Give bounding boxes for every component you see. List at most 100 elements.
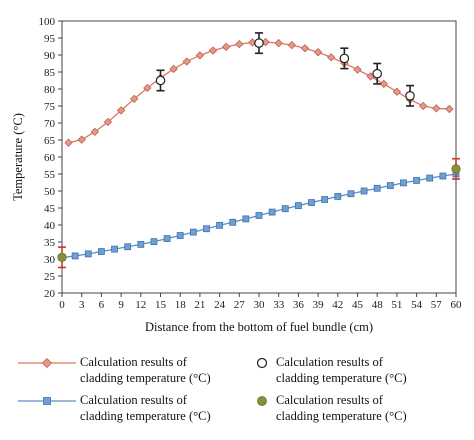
y-tick-label: 30 (44, 254, 56, 266)
y-tick-label: 100 (39, 16, 56, 28)
data-point-open-circle (339, 53, 350, 64)
data-point-diamond (116, 106, 126, 115)
chart-legend: Calculation results of cladding temperat… (0, 340, 474, 440)
data-point-diamond (379, 79, 388, 89)
data-point-diamond (182, 57, 191, 66)
data-point-square (98, 248, 105, 255)
legend-label-line1: Calculation results of (80, 355, 187, 369)
series-layer (57, 32, 461, 269)
x-tick-label: 54 (411, 299, 423, 311)
legend-label: Calculation results of cladding temperat… (80, 354, 230, 386)
x-axis-ticks: 0 3 6 9 12 15 18 21 24 27 30 33 36 39 42 45 48 51 54 57 60 (59, 293, 462, 311)
x-tick-label: 30 (254, 299, 266, 311)
data-point-diamond (235, 39, 244, 49)
x-tick-label: 57 (431, 299, 443, 311)
x-tick-label: 9 (118, 299, 124, 311)
legend-symbol-square-line (18, 397, 76, 405)
data-point-diamond (392, 87, 402, 96)
data-point-diamond (287, 40, 296, 50)
data-point-open-circle (155, 75, 166, 86)
data-point-diamond (222, 42, 231, 52)
data-point-square (294, 202, 302, 210)
data-point-square (242, 215, 250, 223)
data-point-diamond (432, 104, 441, 113)
data-point-open-circle (254, 38, 264, 48)
legend-label: Calculation results of cladding temperat… (276, 392, 426, 424)
series-3 (57, 157, 461, 269)
x-tick-label: 0 (59, 299, 65, 311)
x-tick-label: 51 (391, 299, 402, 311)
data-point-square (71, 252, 79, 260)
y-tick-label: 40 (44, 220, 56, 232)
x-tick-label: 12 (135, 299, 146, 311)
x-tick-label: 39 (313, 299, 325, 311)
data-point-square (84, 250, 92, 258)
x-axis-label: Distance from the bottom of fuel bundle … (145, 320, 373, 334)
data-point-square (386, 182, 394, 189)
legend-label-line2: cladding temperature (°C) (276, 371, 407, 385)
y-tick-label: 90 (44, 50, 56, 62)
plot-border (61, 20, 457, 294)
data-point-filled-circle (57, 252, 67, 262)
data-point-square (268, 208, 276, 216)
data-point-square (216, 221, 224, 229)
data-point-diamond (77, 135, 86, 144)
data-point-diamond (445, 104, 454, 114)
data-point-diamond (130, 94, 139, 104)
data-point-square (229, 218, 237, 226)
data-point-square (413, 177, 421, 184)
y-tick-label: 60 (44, 152, 56, 164)
data-point-diamond (274, 38, 283, 48)
legend-label-line1: Calculation results of (80, 393, 187, 407)
legend-label-line1: Calculation results of (276, 355, 383, 369)
x-tick-label: 48 (372, 299, 384, 311)
data-point-square (203, 225, 210, 233)
data-point-diamond (300, 44, 310, 53)
y-tick-label: 75 (44, 101, 56, 113)
y-tick-label: 20 (44, 288, 56, 300)
y-tick-label: 85 (44, 67, 56, 79)
series-2 (155, 32, 415, 107)
x-tick-label: 24 (214, 299, 226, 311)
legend-item-open-circle: Calculation results of cladding temperat… (248, 354, 426, 386)
data-point-diamond (313, 48, 323, 57)
legend-symbol-diamond-line (18, 357, 76, 369)
data-point-square (111, 245, 118, 253)
x-tick-label: 45 (352, 299, 364, 311)
x-tick-label: 33 (273, 299, 285, 311)
y-tick-label: 65 (44, 135, 56, 147)
data-point-diamond (64, 138, 73, 147)
data-point-diamond (419, 101, 428, 111)
y-axis-ticks: 20 25 30 35 40 45 50 55 60 65 70 75 80 85 90 95 100 (39, 16, 62, 300)
legend-item-filled-circle: Calculation results of cladding temperat… (248, 392, 426, 424)
y-tick-label: 35 (44, 237, 56, 249)
data-point-square (150, 238, 158, 246)
plot-frame (61, 20, 457, 294)
data-point-square (189, 228, 197, 236)
data-point-square (124, 243, 132, 251)
data-point-square (255, 212, 263, 219)
series-0 (64, 37, 454, 147)
series-line (68, 41, 450, 144)
data-point-square (163, 235, 171, 243)
legend-item-diamond-line: Calculation results of cladding temperat… (14, 354, 230, 386)
data-point-square (281, 205, 289, 213)
y-tick-label: 45 (44, 203, 56, 215)
data-point-diamond (143, 83, 152, 93)
data-point-square (308, 199, 315, 206)
legend-symbol-open-circle (256, 357, 268, 369)
y-tick-label: 50 (44, 186, 56, 198)
legend-label-line2: cladding temperature (°C) (80, 409, 211, 423)
data-point-open-circle (405, 91, 415, 101)
x-tick-label: 60 (451, 299, 463, 311)
data-point-diamond (327, 53, 336, 62)
x-tick-label: 42 (332, 299, 343, 311)
data-point-square (137, 240, 145, 248)
x-tick-label: 15 (155, 299, 167, 311)
data-point-square (347, 190, 355, 198)
legend-item-square-line: Calculation results of cladding temperat… (14, 392, 230, 424)
y-tick-label: 80 (44, 84, 56, 96)
x-tick-label: 21 (194, 299, 205, 311)
data-point-square (426, 174, 434, 182)
